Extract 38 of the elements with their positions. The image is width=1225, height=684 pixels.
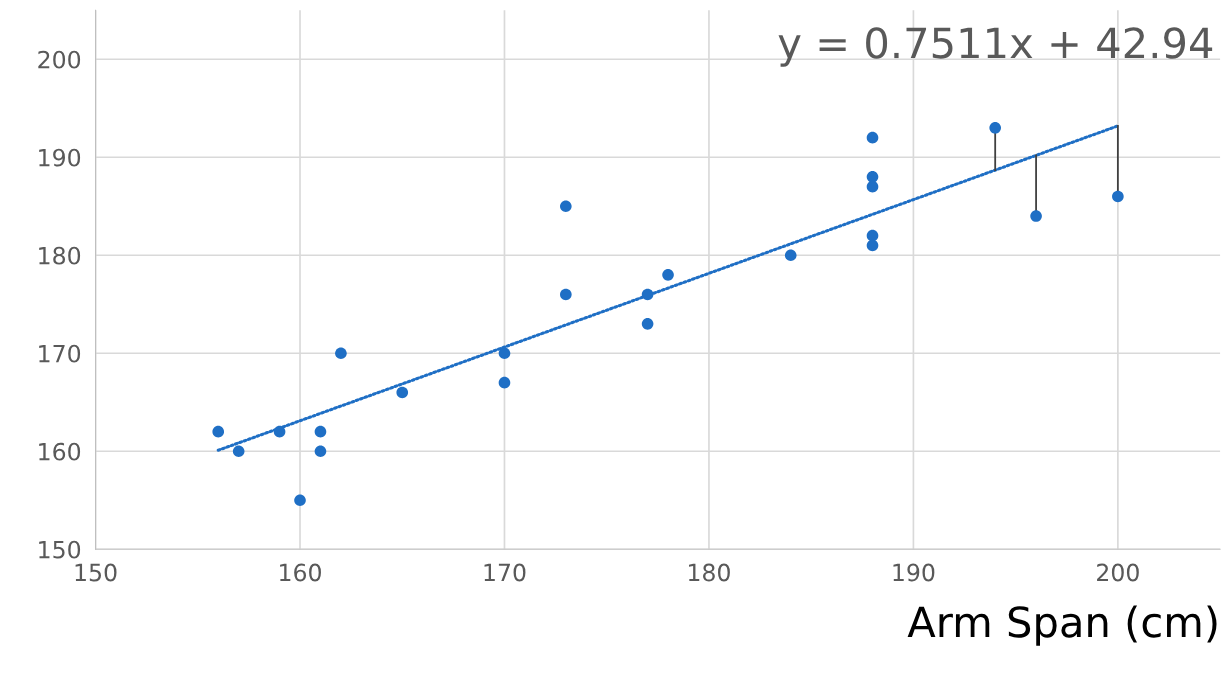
y-tick-label: 150 — [39, 540, 81, 559]
x-tick-label: 180 — [689, 563, 730, 582]
point — [784, 249, 797, 262]
point — [498, 347, 511, 360]
point — [662, 269, 674, 281]
point — [314, 445, 327, 458]
point — [212, 425, 225, 438]
point — [498, 376, 511, 389]
x-axis-title: Arm Span (cm) — [907, 605, 1217, 646]
point — [1030, 210, 1042, 222]
x-tick-label: 200 — [1097, 563, 1139, 582]
y-tick-label: 190 — [39, 148, 81, 167]
point — [314, 425, 327, 438]
x-tick-label: 150 — [75, 563, 117, 582]
y-tick-label: 170 — [39, 344, 81, 363]
y-tick-label: 200 — [38, 50, 81, 69]
point — [560, 288, 572, 301]
point — [866, 171, 879, 183]
y-tick-label: 180 — [39, 246, 81, 265]
annotation: y = 0.7511x + 42.94 — [778, 27, 1213, 67]
point — [641, 318, 654, 330]
point — [866, 180, 879, 193]
point — [396, 386, 409, 399]
x-tick-label: 170 — [484, 563, 526, 582]
x-tick-label: 160 — [280, 563, 321, 582]
y-tick-label: 160 — [39, 442, 81, 461]
point — [1112, 190, 1124, 203]
point — [294, 494, 306, 507]
point — [866, 239, 879, 252]
point — [560, 200, 572, 213]
point — [866, 229, 879, 242]
point — [273, 425, 286, 438]
point — [232, 445, 245, 458]
point — [866, 131, 879, 144]
point — [335, 347, 347, 360]
x-tick-label: 190 — [893, 563, 935, 582]
point — [989, 122, 1001, 134]
point — [641, 288, 654, 301]
